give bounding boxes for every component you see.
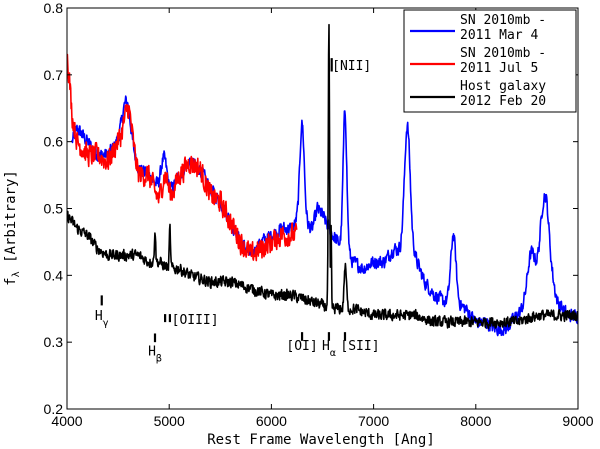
annotation-label-4: Hα: [322, 339, 336, 359]
x-tick-label-3: 7000: [358, 413, 389, 429]
x-tick-label-5: 9000: [562, 413, 593, 429]
y-tick-label-1: 0.3: [44, 334, 64, 350]
y-axis-label-rest: [Arbitrary]: [3, 170, 19, 271]
legend: SN 2010mb -2011 Mar 4SN 2010mb -2011 Jul…: [403, 9, 577, 113]
legend-label-2-line1: Host galaxy: [460, 79, 546, 94]
line-annotations: Hγ Hβ [OIII] [OI] Hα [SII] [NII]: [95, 58, 380, 365]
legend-label-1-line2: 2011 Jul 5: [460, 61, 538, 76]
y-axis-label: fλ [Arbitrary]: [3, 170, 22, 286]
y-axis-label-sub: λ: [11, 271, 22, 277]
annotation-label-5: [SII]: [340, 339, 379, 354]
y-tick-label-2: 0.4: [44, 267, 64, 283]
x-tick-label-4: 8000: [460, 413, 491, 429]
annotation-label-3: [OI]: [286, 339, 317, 354]
y-tick-label-4: 0.6: [44, 134, 64, 150]
legend-box: [403, 9, 577, 113]
series-line-1: [71, 95, 578, 337]
series-line-3: [67, 23, 578, 330]
legend-label-0-line1: SN 2010mb -: [460, 13, 546, 28]
y-tick-label-5: 0.7: [44, 67, 64, 83]
y-tick-label-3: 0.5: [44, 201, 64, 217]
x-tick-label-2: 6000: [256, 413, 287, 429]
annotation-label-0: Hγ: [95, 309, 109, 329]
annotation-label-1: Hβ: [148, 345, 162, 365]
y-tick-label-6: 0.8: [44, 0, 64, 16]
legend-label-0-line2: 2011 Mar 4: [460, 28, 538, 43]
legend-label-1-line1: SN 2010mb -: [460, 46, 546, 61]
series-layer: [67, 23, 578, 337]
legend-label-2-line2: 2012 Feb 20: [460, 94, 546, 109]
series-line-2: [67, 53, 298, 262]
axis-ticks: 4000 5000 6000 7000 8000 9000 0.2 0.3 0.4 0.5 0.6 0…: [44, 0, 594, 429]
y-axis-label-main: f: [3, 277, 19, 285]
annotation-label-6: [NII]: [332, 59, 371, 74]
x-axis-label: Rest Frame Wavelength [Ang]: [207, 432, 435, 448]
x-tick-label-1: 5000: [154, 413, 185, 429]
annotation-label-2: [OIII]: [172, 313, 219, 328]
x-tick-label-0: 4000: [51, 413, 82, 429]
y-tick-label-0: 0.2: [44, 401, 64, 417]
